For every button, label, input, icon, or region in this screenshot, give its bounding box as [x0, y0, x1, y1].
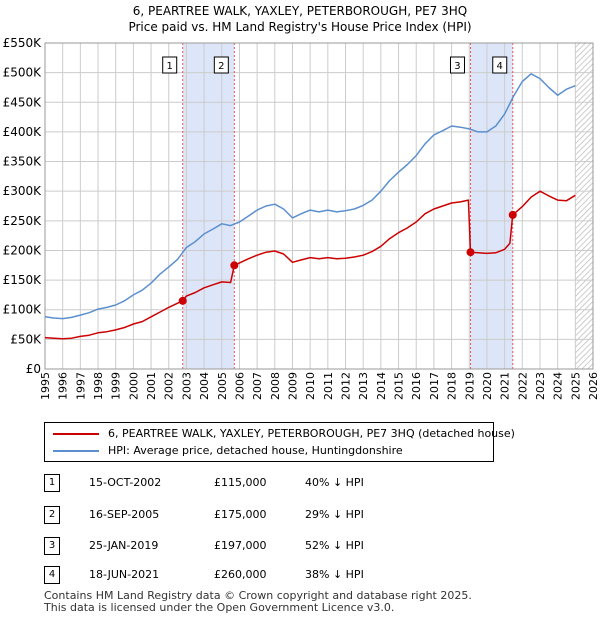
sale-hpi-diff: 52% ↓ HPI — [305, 539, 364, 552]
sale-hpi-diff: 38% ↓ HPI — [305, 568, 364, 581]
sale-price: £115,000 — [214, 476, 267, 489]
sale-date: 16-SEP-2005 — [89, 508, 160, 521]
legend-label-property: 6, PEARTREE WALK, YAXLEY, PETERBOROUGH, … — [108, 427, 515, 440]
sale-hpi-diff: 29% ↓ HPI — [305, 508, 364, 521]
legend-swatch-hpi — [53, 450, 99, 452]
sale-box-label-2: 2 — [218, 61, 224, 72]
footer-attribution: Contains HM Land Registry data © Crown c… — [44, 590, 472, 614]
y-tick-label: £0 — [26, 362, 41, 376]
sale-number-badge: 2 — [44, 506, 60, 524]
x-tick-label: 2006 — [233, 372, 246, 400]
y-tick-label: £400K — [3, 125, 43, 139]
x-tick-label: 2011 — [322, 372, 335, 400]
sale-box-2 — [213, 56, 229, 74]
x-tick-label: 2000 — [127, 372, 140, 400]
y-tick-label: £350K — [3, 155, 43, 169]
sale-number-badge: 1 — [44, 474, 60, 492]
x-tick-label: 1997 — [74, 372, 87, 400]
sale-date: 15-OCT-2002 — [89, 476, 162, 489]
hpi-series-line — [44, 73, 576, 320]
y-tick-label: £150K — [3, 273, 43, 287]
x-tick-label: 2015 — [393, 372, 406, 400]
forecast-hatch — [575, 43, 593, 369]
sale-date: 18-JUN-2021 — [89, 568, 160, 581]
sale-box-label-4: 4 — [497, 61, 503, 72]
x-tick-label: 2005 — [216, 372, 229, 400]
x-tick-label: 2014 — [375, 372, 388, 400]
x-tick-label: 2021 — [499, 372, 512, 400]
sale-point-4 — [508, 210, 517, 219]
footer-licence: This data is licensed under the Open Gov… — [44, 601, 395, 614]
sale-hpi-diff: 40% ↓ HPI — [305, 476, 364, 489]
sale-box-label-3: 3 — [454, 61, 460, 72]
sale-box-3 — [449, 56, 465, 74]
sale-number-badge: 4 — [44, 566, 60, 584]
sale-price: £260,000 — [214, 568, 267, 581]
y-tick-label: £500K — [3, 66, 43, 80]
x-tick-label: 2010 — [304, 372, 317, 400]
x-tick-label: 2025 — [569, 372, 582, 400]
x-tick-label: 2012 — [340, 372, 353, 400]
x-tick-label: 2009 — [286, 372, 299, 400]
y-tick-label: £450K — [3, 95, 43, 109]
x-tick-label: 2017 — [428, 372, 441, 400]
x-tick-label: 2004 — [198, 372, 211, 400]
sale-point-3 — [466, 248, 475, 257]
x-tick-label: 2016 — [410, 372, 423, 400]
sale-point-1 — [178, 296, 187, 305]
x-tick-label: 2007 — [251, 372, 264, 400]
x-tick-label: 2013 — [357, 372, 370, 400]
property-series-line — [44, 190, 576, 340]
legend-swatch-property — [53, 433, 99, 435]
footer-copyright: Contains HM Land Registry data © Crown c… — [44, 589, 472, 602]
y-tick-label: £50K — [10, 332, 42, 346]
plot-frame — [44, 42, 594, 370]
shaded-range-2 — [470, 43, 513, 369]
y-tick-label: £200K — [3, 243, 43, 257]
x-tick-label: 1999 — [110, 372, 123, 400]
x-tick-label: 2026 — [587, 372, 600, 400]
y-tick-label: £300K — [3, 184, 43, 198]
x-tick-label: 1995 — [39, 372, 52, 400]
sale-price: £197,000 — [214, 539, 267, 552]
chart-title-subtitle: Price paid vs. HM Land Registry's House … — [128, 20, 472, 34]
legend: 6, PEARTREE WALK, YAXLEY, PETERBOROUGH, … — [44, 422, 515, 462]
x-tick-label: 1998 — [92, 372, 105, 400]
x-tick-label: 2020 — [481, 372, 494, 400]
price-chart: £0 £50K £100K £150K £200K £250K £300K £350K £400… — [3, 36, 600, 400]
x-tick-label: 2024 — [552, 372, 565, 400]
sale-box-1 — [162, 56, 178, 74]
x-tick-label: 2003 — [180, 372, 193, 400]
x-tick-label: 2008 — [269, 372, 282, 400]
x-tick-label: 2001 — [145, 372, 158, 400]
x-tick-label: 1996 — [57, 372, 70, 400]
sale-point-2 — [230, 261, 239, 270]
y-tick-label: £100K — [3, 303, 43, 317]
x-tick-label: 2018 — [446, 372, 459, 400]
y-tick-label: £550K — [3, 36, 43, 50]
sale-date: 25-JAN-2019 — [89, 539, 159, 552]
sale-box-label-1: 1 — [167, 61, 173, 72]
legend-label-hpi: HPI: Average price, detached house, Hunt… — [108, 444, 403, 457]
x-tick-label: 2022 — [516, 372, 529, 400]
y-tick-label: £250K — [3, 214, 43, 228]
x-tick-label: 2023 — [534, 372, 547, 400]
sale-price: £175,000 — [214, 508, 267, 521]
x-tick-label: 2002 — [163, 372, 176, 400]
chart-title-address: 6, PEARTREE WALK, YAXLEY, PETERBOROUGH, … — [132, 4, 468, 18]
sale-number-badge: 3 — [44, 537, 60, 555]
shaded-range-1 — [182, 43, 235, 369]
x-tick-label: 2019 — [463, 372, 476, 400]
sale-box-4 — [492, 56, 508, 74]
